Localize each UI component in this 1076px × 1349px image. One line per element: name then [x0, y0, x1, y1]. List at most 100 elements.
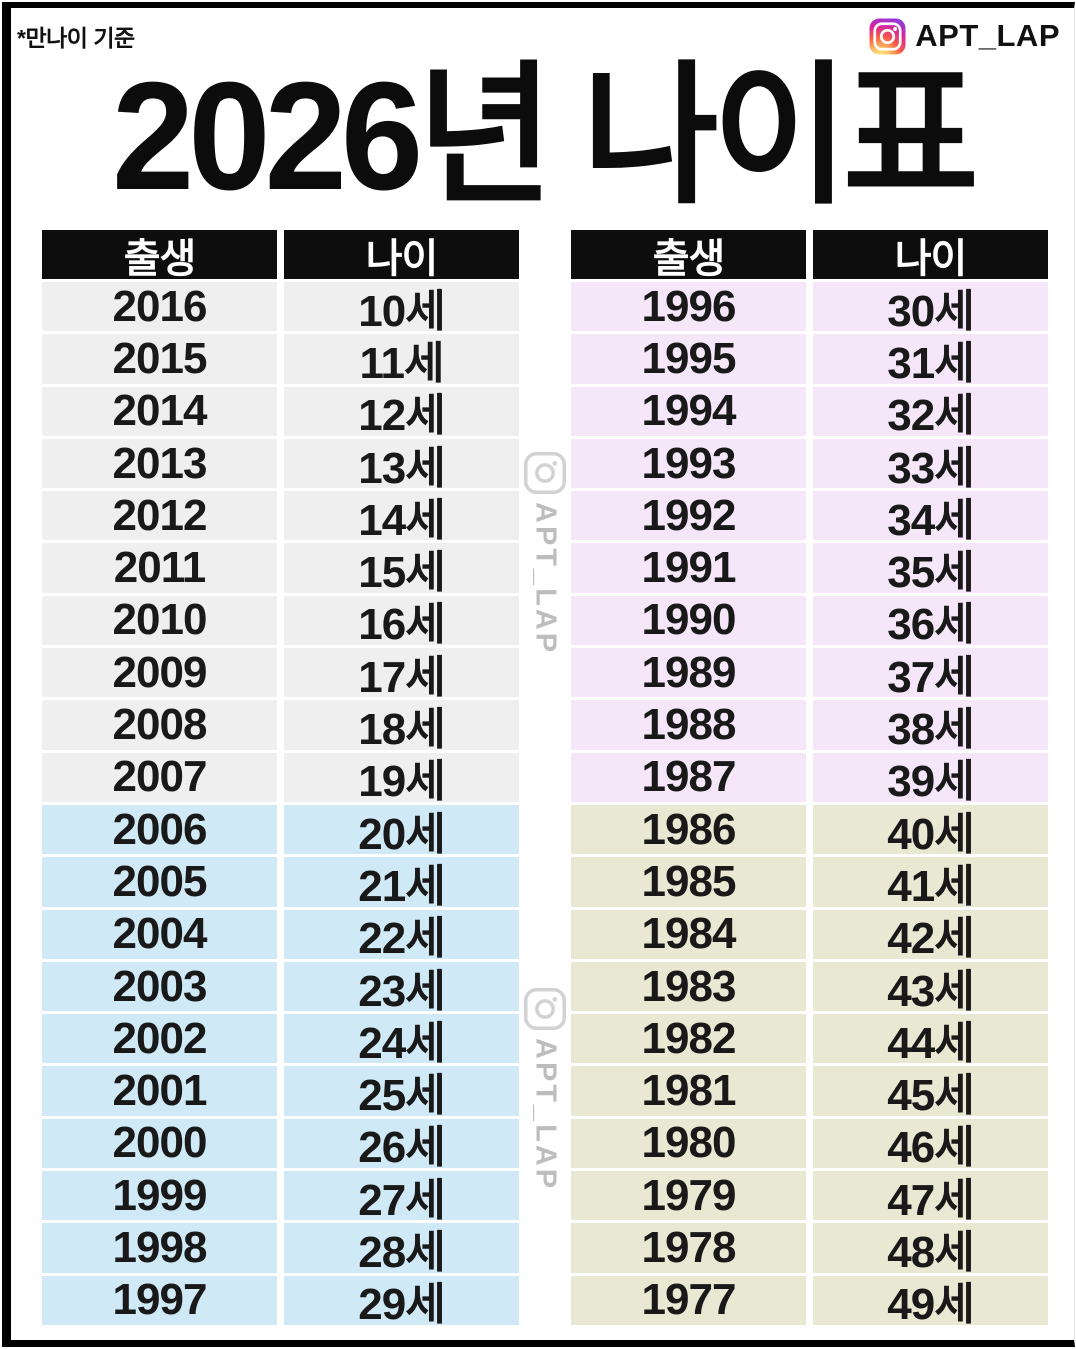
watermark: APT_LAP [524, 988, 566, 1191]
birth-year-cell: 2012 [42, 491, 277, 541]
table-row: 1992 34세 [571, 491, 1048, 545]
birth-column-header: 출생 [571, 230, 806, 281]
age-cell: 49세 [813, 1275, 1048, 1329]
birth-year-cell: 1985 [571, 857, 806, 907]
age-cell: 37세 [813, 648, 1048, 702]
table-row: 2007 19세 [42, 752, 519, 806]
birth-year-cell: 1989 [571, 648, 806, 698]
age-cell: 36세 [813, 595, 1048, 649]
table-row: 2000 26세 [42, 1118, 519, 1172]
instagram-watermark-icon [524, 988, 566, 1030]
birth-year-cell: 2014 [42, 386, 277, 436]
table-row: 1988 38세 [571, 700, 1048, 754]
tables-area: 출생 나이 2016 10세 2015 11세 2014 12세 2013 13세 2012 14… [42, 230, 1048, 1329]
table-row: 1981 45세 [571, 1066, 1048, 1120]
table-row: 2001 25세 [42, 1066, 519, 1120]
birth-year-cell: 2010 [42, 595, 277, 646]
table-row: 2009 17세 [42, 648, 519, 702]
age-cell: 21세 [284, 857, 519, 911]
age-cell: 29세 [284, 1275, 519, 1329]
age-cell: 35세 [813, 543, 1048, 597]
birth-year-cell: 1979 [571, 1171, 806, 1221]
birth-year-cell: 2016 [42, 282, 277, 332]
age-cell: 45세 [813, 1066, 1048, 1120]
age-cell: 42세 [813, 909, 1048, 963]
birth-year-cell: 2002 [42, 1014, 277, 1064]
birth-year-cell: 2007 [42, 752, 277, 802]
table-row: 1979 47세 [571, 1171, 1048, 1225]
birth-year-cell: 1977 [571, 1275, 806, 1325]
table-row: 2010 16세 [42, 595, 519, 649]
age-cell: 32세 [813, 386, 1048, 440]
birth-year-cell: 2015 [42, 334, 277, 384]
birth-year-cell: 1981 [571, 1066, 806, 1116]
birth-year-cell: 1987 [571, 752, 806, 802]
table-row: 1985 41세 [571, 857, 1048, 911]
birth-year-cell: 2000 [42, 1118, 277, 1169]
age-cell: 31세 [813, 334, 1048, 388]
birth-year-cell: 1984 [571, 909, 806, 959]
birth-year-cell: 1996 [571, 282, 806, 332]
birth-year-cell: 2013 [42, 439, 277, 489]
birth-year-cell: 1982 [571, 1014, 806, 1064]
birth-year-cell: 1988 [571, 700, 806, 750]
instagram-icon [869, 18, 906, 55]
age-table-right: 출생 나이 1996 30세 1995 31세 1994 32세 1993 33세 1992 34… [571, 230, 1048, 1329]
table-row: 1998 28세 [42, 1223, 519, 1277]
age-cell: 48세 [813, 1223, 1048, 1277]
table-row: 1978 48세 [571, 1223, 1048, 1277]
top-bar: *만나이 기준 [11, 8, 1074, 54]
table-row: 1987 39세 [571, 752, 1048, 806]
table-row: 2011 15세 [42, 543, 519, 597]
table-row: 1995 31세 [571, 334, 1048, 388]
age-cell: 39세 [813, 752, 1048, 806]
table-row: 1983 43세 [571, 962, 1048, 1016]
table-row: 1990 36세 [571, 595, 1048, 649]
table-row: 1996 30세 [571, 282, 1048, 336]
age-basis-note: *만나이 기준 [17, 25, 135, 51]
instagram-handle: APT_LAP [869, 18, 1060, 55]
table-row: 1999 27세 [42, 1171, 519, 1225]
age-column-header: 나이 [813, 230, 1048, 281]
age-cell: 15세 [284, 543, 519, 597]
table-row: 2004 22세 [42, 909, 519, 963]
birth-year-cell: 2006 [42, 805, 277, 855]
age-cell: 20세 [284, 804, 519, 859]
birth-year-cell: 1983 [571, 962, 806, 1012]
birth-year-cell: 2009 [42, 648, 277, 698]
table-row: 1986 40세 [571, 804, 1048, 859]
age-cell: 26세 [284, 1118, 519, 1172]
table-row: 1991 35세 [571, 543, 1048, 597]
birth-year-cell: 1997 [42, 1275, 277, 1325]
age-cell: 12세 [284, 386, 519, 440]
age-table-left: 출생 나이 2016 10세 2015 11세 2014 12세 2013 13세 2012 14… [42, 230, 519, 1329]
table-header: 출생 나이 [42, 230, 519, 281]
birth-year-cell: 1991 [571, 543, 806, 593]
birth-year-cell: 1978 [571, 1223, 806, 1273]
age-cell: 27세 [284, 1171, 519, 1225]
age-cell: 24세 [284, 1014, 519, 1068]
table-row: 2006 20세 [42, 804, 519, 859]
watermark: APT_LAP [524, 452, 566, 655]
table-row: 1984 42세 [571, 909, 1048, 963]
birth-year-cell: 2008 [42, 700, 277, 750]
table-row: 1982 44세 [571, 1014, 1048, 1068]
age-cell: 38세 [813, 700, 1048, 754]
age-cell: 28세 [284, 1223, 519, 1277]
table-row: 2015 11세 [42, 334, 519, 388]
age-cell: 44세 [813, 1014, 1048, 1068]
age-cell: 17세 [284, 648, 519, 702]
age-cell: 40세 [813, 804, 1048, 859]
age-cell: 41세 [813, 857, 1048, 911]
age-cell: 11세 [284, 334, 519, 388]
table-header: 출생 나이 [571, 230, 1048, 281]
instagram-handle-text: APT_LAP [915, 18, 1060, 53]
table-row: 2008 18세 [42, 700, 519, 754]
age-cell: 22세 [284, 909, 519, 963]
age-cell: 47세 [813, 1171, 1048, 1225]
birth-year-cell: 2004 [42, 909, 277, 959]
table-row: 2002 24세 [42, 1014, 519, 1068]
table-row: 2016 10세 [42, 282, 519, 336]
birth-year-cell: 1980 [571, 1118, 806, 1169]
